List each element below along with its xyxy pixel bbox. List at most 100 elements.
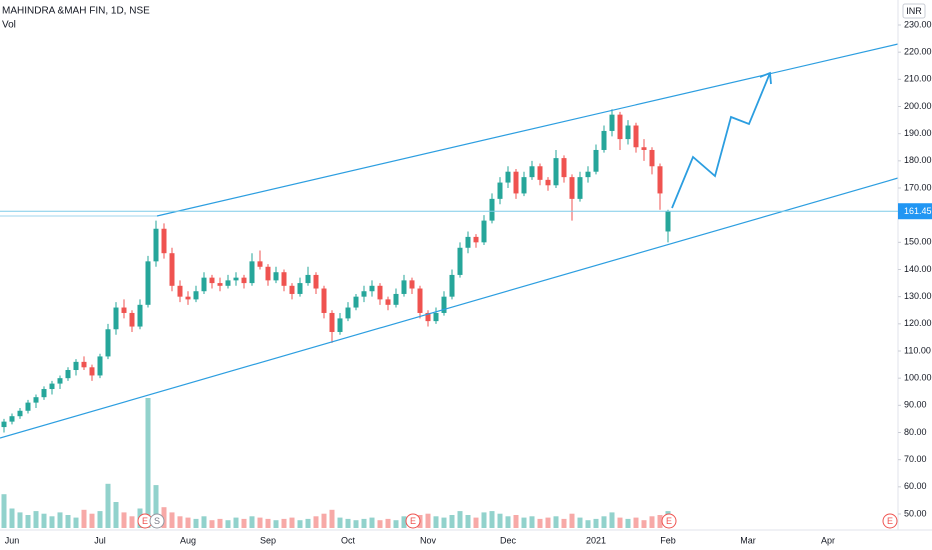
candle-body	[49, 383, 55, 390]
volume-bar	[177, 516, 183, 528]
volume-bar	[161, 507, 167, 528]
candle-body	[169, 253, 175, 286]
volume-bar	[577, 517, 583, 528]
y-tick-label: 70.00	[904, 454, 927, 464]
event-icon[interactable]	[149, 513, 165, 529]
candle-body	[89, 367, 95, 376]
candle-body	[201, 277, 207, 292]
candle-body	[585, 171, 591, 178]
candle-body	[289, 285, 295, 294]
volume-bar	[33, 511, 39, 528]
volume-bar	[305, 518, 311, 528]
currency-box[interactable]	[902, 3, 926, 19]
event-label[interactable]: E	[887, 516, 893, 526]
event-icon[interactable]	[882, 513, 898, 529]
candle-body	[489, 198, 495, 221]
candle-body	[321, 288, 327, 313]
volume-bar	[281, 518, 287, 528]
candle-body	[9, 416, 15, 422]
y-tick-label: 130.00	[904, 291, 932, 301]
volume-bar	[65, 515, 71, 528]
volume-bar	[561, 518, 567, 528]
volume-bar	[393, 520, 399, 528]
candle-body	[185, 296, 191, 300]
drawings	[0, 43, 899, 439]
volume-bar	[233, 517, 239, 528]
event-label[interactable]: E	[142, 516, 148, 526]
candle-body	[265, 266, 271, 281]
candle-body	[249, 261, 255, 284]
candle-body	[457, 247, 463, 275]
y-tick-label: 180.00	[904, 155, 932, 165]
volume-bar	[217, 518, 223, 528]
candle-body	[665, 211, 671, 232]
volume-bar	[113, 502, 119, 528]
event-label[interactable]: E	[410, 516, 416, 526]
candle-body	[337, 318, 343, 332]
candle-body	[377, 285, 383, 300]
volume-bar	[49, 516, 55, 528]
y-tick-label: 120.00	[904, 318, 932, 328]
last-price-box	[898, 203, 932, 220]
event-icon[interactable]	[661, 513, 677, 529]
candle-body	[553, 158, 559, 186]
last-price-label: 161.45	[904, 206, 932, 216]
event-label[interactable]: E	[666, 516, 672, 526]
candle-body	[545, 179, 551, 186]
candle-body	[433, 312, 439, 322]
candle-body	[497, 182, 503, 199]
volume-bar	[449, 515, 455, 528]
y-tick-label: 100.00	[904, 373, 932, 383]
volume-bar	[617, 517, 623, 528]
volume-bar	[273, 520, 279, 528]
candle-body	[481, 220, 487, 243]
event-icon[interactable]	[405, 513, 421, 529]
volume-bar	[337, 517, 343, 528]
y-tick-label: 140.00	[904, 264, 932, 274]
volume-bar	[25, 515, 31, 528]
candle-body	[537, 166, 543, 180]
volume-bar	[569, 513, 575, 528]
volume-bar	[513, 515, 519, 528]
volume-bar	[353, 520, 359, 528]
volume-bar	[313, 516, 319, 528]
volume-bar	[593, 518, 599, 528]
volume-bar	[321, 513, 327, 528]
volume-bar	[529, 516, 535, 528]
volume-bar	[1, 494, 7, 528]
candle-body	[257, 261, 263, 267]
candle-body	[193, 291, 199, 300]
x-tick-label: Sep	[260, 535, 276, 545]
volume-bar	[185, 517, 191, 528]
volume-bar	[473, 517, 479, 528]
y-tick-label: 210.00	[904, 74, 932, 84]
x-tick-label: Aug	[180, 535, 196, 545]
candle-body	[1, 421, 7, 428]
y-tick-label: 90.00	[904, 400, 927, 410]
candle-body	[177, 285, 183, 297]
volume-bar	[625, 518, 631, 528]
candle-body	[353, 296, 359, 308]
volume-bar	[329, 509, 335, 528]
y-tick-label: 80.00	[904, 427, 927, 437]
volume-bar	[489, 511, 495, 528]
volume-bar	[297, 520, 303, 528]
volume-bar	[97, 511, 103, 528]
volume-label: Vol	[2, 20, 16, 31]
candles	[1, 109, 671, 433]
event-label[interactable]: S	[154, 516, 160, 526]
x-tick-label: Dec	[500, 535, 517, 545]
candle-body	[361, 291, 367, 297]
volume-bar	[57, 512, 63, 528]
event-markers: E S E E E	[137, 513, 898, 529]
candle-body	[137, 304, 143, 327]
volume-bar	[369, 517, 375, 528]
currency[interactable]: INR	[906, 6, 922, 16]
candle-body	[161, 228, 167, 254]
candle-body	[241, 277, 247, 284]
volume-bar	[361, 518, 367, 528]
candle-body	[409, 280, 415, 289]
volume-bar	[9, 508, 15, 528]
candle-body	[17, 410, 23, 417]
